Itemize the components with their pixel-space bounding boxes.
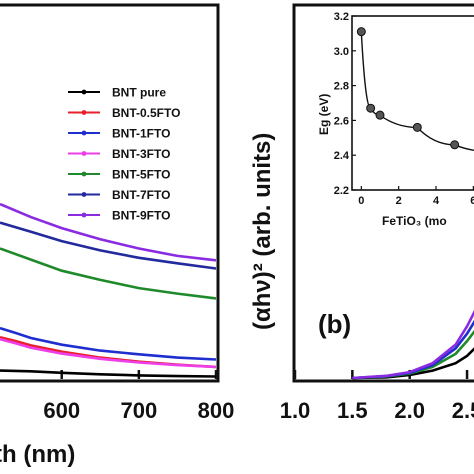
inset-y-tick-label: 2.2 (334, 185, 349, 197)
inset-x-axis-label: FeTiO₃ (mo (382, 214, 447, 228)
inset-x-tick-label: 4 (433, 195, 440, 207)
inset-y-axis-label: Eg (eV) (317, 94, 331, 135)
inset-data-point-3 (412, 122, 422, 132)
panel-a: 600 700 800 BNT pure BNT-0.5FTO BNT-1FTO BNT-… (0, 3, 234, 468)
panel-a-x-tick-label: 800 (198, 398, 235, 423)
inset-y-tick-label: 2.4 (334, 150, 350, 162)
inset-y-ticks: 2.2 2.4 2.6 2.8 3.0 3.2 (334, 11, 356, 197)
inset-y-tick-label: 3.2 (334, 11, 349, 23)
panel-a-series (0, 202, 217, 378)
panel-a-x-tick-label: 600 (43, 398, 80, 423)
panel-a-series-line-5 (0, 221, 217, 270)
inset-y-tick-label: 2.6 (334, 115, 349, 127)
inset-plot-frame (351, 15, 474, 191)
panel-a-x-ticks: 600 700 800 (43, 370, 234, 423)
legend-label-0: BNT pure (112, 86, 166, 100)
panel-a-series-line-6 (0, 202, 217, 262)
legend-marker-2 (81, 130, 87, 136)
panel-b-x-tick-label: 1.0 (280, 398, 311, 423)
panel-b-label: (b) (318, 309, 351, 339)
inset-x-tick-label: 6 (470, 195, 474, 207)
inset-data-point-4 (450, 140, 460, 150)
panel-a-plot-frame (0, 3, 220, 383)
panel-a-x-tick-label: 700 (120, 398, 157, 423)
panel-a-series-line-3 (0, 337, 217, 369)
legend-label-4: BNT-5FTO (112, 168, 170, 182)
legend-marker-5 (81, 192, 87, 197)
inset-y-tick-label: 3.0 (334, 46, 349, 58)
panel-b-y-axis-label: (αhν)² (arb. units) (249, 133, 276, 330)
legend-marker-6 (81, 212, 87, 218)
legend-label-6: BNT-9FTO (112, 209, 170, 223)
legend-marker-4 (81, 171, 87, 177)
panel-b-x-tick-label: 1.5 (337, 398, 368, 423)
legend-marker-0 (81, 89, 87, 95)
panel-a-x-axis-label: th (nm) (0, 441, 75, 468)
legend-marker-3 (81, 151, 87, 156)
inset-plot: 2.2 2.4 2.6 2.8 3.0 3.2 0 2 4 6 Eg (eV) FeTiO₃ (… (317, 11, 474, 228)
panel-a-series-line-2 (0, 326, 217, 361)
panel-a-series-line-0 (0, 369, 217, 378)
legend-label-1: BNT-0.5FTO (112, 106, 180, 120)
panel-a-series-line-4 (0, 247, 217, 300)
panel-b-plot-frame (292, 3, 474, 383)
panel-b-x-tick-label: 2.5 (452, 398, 474, 423)
legend-label-3: BNT-3FTO (112, 147, 170, 161)
panel-a-legend: BNT pure BNT-0.5FTO BNT-1FTO BNT-3FTO BNT-5F… (68, 86, 180, 223)
panel-b-series (352, 309, 474, 380)
legend-label-5: BNT-7FTO (112, 188, 170, 202)
inset-x-ticks: 0 2 4 6 (358, 186, 474, 207)
inset-data-point-1 (366, 103, 376, 113)
inset-data (356, 27, 474, 152)
panel-b-series-line-3 (352, 309, 474, 380)
inset-x-tick-label: 0 (358, 195, 364, 207)
inset-data-point-0 (356, 27, 366, 37)
panel-b: 1.0 1.5 2.0 2.5 (αhν)² (arb. units) (b) 2.2… (249, 3, 474, 423)
inset-x-tick-label: 2 (396, 195, 402, 207)
panel-b-series-line-2 (352, 319, 474, 380)
legend-marker-1 (81, 110, 87, 115)
inset-y-tick-label: 2.8 (334, 81, 349, 93)
panel-b-x-tick-label: 2.0 (394, 398, 425, 423)
inset-data-point-2 (375, 110, 385, 120)
legend-label-2: BNT-1FTO (112, 127, 170, 141)
